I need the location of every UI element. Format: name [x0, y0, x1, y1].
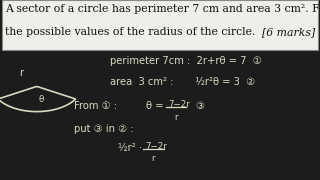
Text: ½r² ·: ½r² · [118, 143, 142, 153]
Text: From ① :: From ① : [74, 101, 116, 111]
Text: put ③ in ② :: put ③ in ② : [74, 124, 133, 134]
Text: area  3 cm² :       ½r²θ = 3  ②: area 3 cm² : ½r²θ = 3 ② [110, 76, 256, 87]
Text: the possible values of the radius of the circle.: the possible values of the radius of the… [5, 27, 255, 37]
Text: r: r [151, 154, 155, 163]
Text: θ =: θ = [146, 101, 163, 111]
Text: [6 marks]: [6 marks] [262, 27, 315, 37]
Text: ③: ③ [195, 101, 204, 111]
Text: r: r [19, 68, 23, 78]
Text: A sector of a circle has perimeter 7 cm and area 3 cm². Find: A sector of a circle has perimeter 7 cm … [5, 4, 320, 14]
FancyBboxPatch shape [2, 0, 318, 50]
Text: 7−2r: 7−2r [146, 142, 167, 151]
Text: θ: θ [38, 95, 44, 104]
Text: perimeter 7cm :  2r+rθ = 7  ①: perimeter 7cm : 2r+rθ = 7 ① [110, 56, 262, 66]
Text: r: r [174, 112, 178, 122]
Text: 7−2r: 7−2r [168, 100, 190, 109]
